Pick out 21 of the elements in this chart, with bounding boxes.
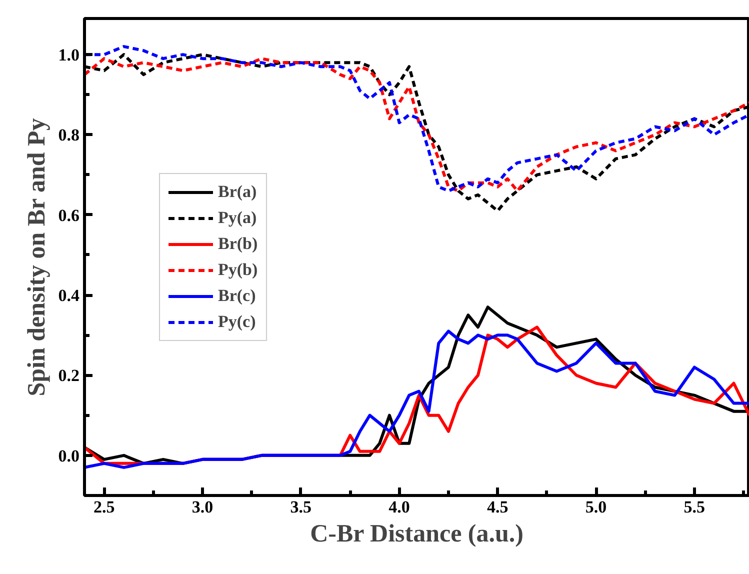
y-tick-label: 0.0 <box>58 446 80 466</box>
y-tick-label: 0.6 <box>58 206 80 225</box>
legend-label: Br(c) <box>218 286 256 306</box>
x-tick-label: 5.5 <box>684 498 706 516</box>
y-tick-label: 0.2 <box>58 366 80 386</box>
y-axis-title: Spin density on Br and Py <box>23 118 50 396</box>
y-tick-label: 1.0 <box>58 46 80 65</box>
x-tick-label: 4.0 <box>388 498 410 516</box>
legend-label: Py(c) <box>218 312 256 332</box>
legend-label: Br(a) <box>218 182 257 202</box>
x-axis-title: C-Br Distance (a.u.) <box>310 520 524 548</box>
legend-label: Py(a) <box>218 208 257 228</box>
x-tick-label: 3.5 <box>290 498 312 516</box>
x-tick-label: 2.5 <box>94 498 115 516</box>
x-tick-label: 4.5 <box>487 498 508 516</box>
legend-label: Br(b) <box>218 234 258 254</box>
y-tick-label: 0.4 <box>58 286 80 306</box>
y-tick-label: 0.8 <box>58 126 80 145</box>
legend-label: Py(b) <box>218 260 258 280</box>
x-tick-label: 5.0 <box>585 498 607 516</box>
x-tick-label: 3.0 <box>192 498 214 516</box>
